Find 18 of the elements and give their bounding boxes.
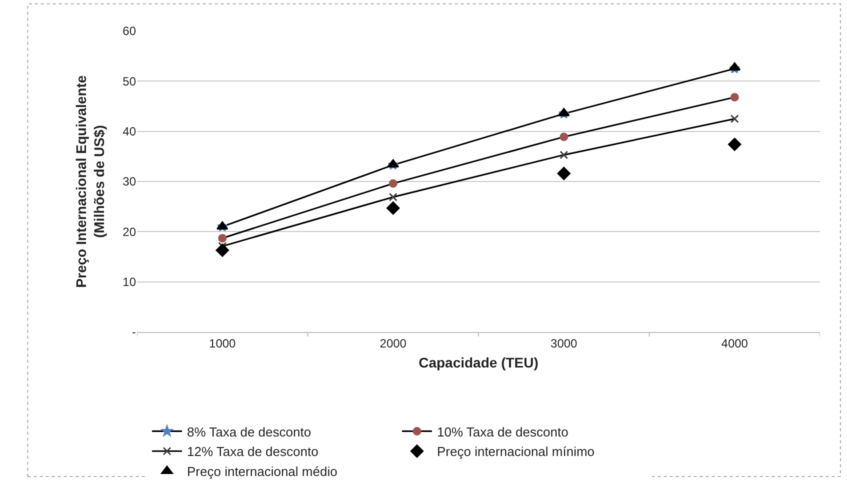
y-tick-label: 20	[122, 224, 136, 239]
legend-label: Preço internacional médio	[187, 464, 338, 480]
y-tick-label: 60	[122, 24, 136, 38]
x-tick-label: 1000	[209, 336, 236, 350]
y-tick-label: 30	[122, 174, 136, 189]
y-tick-label: 10	[122, 275, 136, 290]
x-tick-label: 2000	[380, 336, 407, 350]
x-axis-title: Capacidade (TEU)	[418, 354, 538, 371]
y-tick-label: -	[132, 325, 136, 340]
x-tick-label: 3000	[550, 336, 578, 350]
y-tick-label: 40	[122, 124, 136, 139]
x-tick-label: 4000	[721, 336, 748, 350]
y-tick-label: 50	[122, 74, 136, 88]
legend-label: 8% Taxa de desconto	[187, 424, 312, 440]
y-axis-title: Preço Internacional Equivalente (Milhões de US$)	[73, 75, 108, 288]
legend-label: Preço internacional mínimo	[437, 444, 595, 460]
legend-label: 12% Taxa de desconto	[187, 444, 318, 460]
legend-label: 10% Taxa de desconto	[437, 424, 568, 440]
